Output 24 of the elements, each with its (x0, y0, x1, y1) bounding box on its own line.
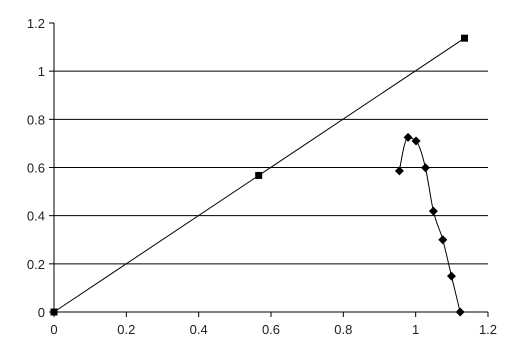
x-tick-label: 0.2 (117, 322, 136, 337)
point (460, 34, 468, 42)
y-tick-label: 0.6 (26, 160, 45, 176)
x-tick-label: 0 (50, 322, 58, 337)
point (412, 136, 421, 146)
x-tick-label: 1 (412, 322, 420, 337)
y-tick-label: 1.2 (26, 16, 45, 31)
point (394, 166, 404, 176)
x-tick-label: 0.4 (190, 322, 208, 337)
y-tick-label: 0.2 (26, 256, 45, 272)
point (255, 172, 262, 179)
y-tick-label: 1 (38, 64, 45, 80)
x-tick-label: 0.8 (334, 322, 352, 337)
x-tick-label: 0.6 (262, 322, 280, 337)
y-tick-label: 0 (38, 305, 45, 320)
point (404, 132, 413, 142)
point (446, 272, 456, 281)
point (456, 308, 465, 316)
y-tick-label: 0.4 (26, 208, 45, 224)
point (420, 163, 430, 172)
point (438, 235, 448, 244)
y-tick-label: 0.8 (26, 112, 45, 128)
point (428, 206, 438, 216)
x-tick-label: 1.2 (478, 322, 498, 337)
